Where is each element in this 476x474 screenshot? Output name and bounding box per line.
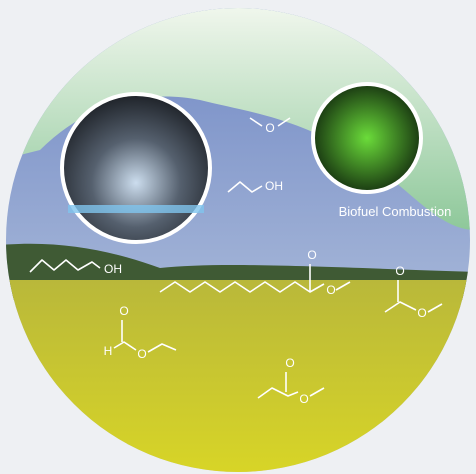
atom-label: O bbox=[395, 264, 404, 278]
flame-glow bbox=[68, 205, 204, 213]
bond bbox=[159, 281, 325, 293]
bond bbox=[427, 303, 443, 313]
atom-label: O bbox=[137, 347, 146, 361]
atom-label: O bbox=[307, 248, 316, 262]
atom-label: O bbox=[326, 283, 335, 297]
atom-label: O bbox=[265, 121, 274, 135]
bond bbox=[249, 117, 263, 127]
atom-label: O bbox=[119, 304, 128, 318]
bond bbox=[29, 259, 101, 273]
bond bbox=[335, 281, 351, 291]
atom-label: OH bbox=[104, 262, 122, 276]
atom-label: O bbox=[417, 306, 426, 320]
atom-label: OH bbox=[265, 179, 283, 193]
bond bbox=[384, 301, 417, 313]
atom-label: O bbox=[299, 392, 308, 406]
bond bbox=[309, 387, 325, 397]
bond bbox=[257, 387, 299, 399]
bond bbox=[147, 343, 177, 353]
green-swoosh bbox=[6, 8, 470, 230]
bond bbox=[227, 181, 263, 193]
bond bbox=[113, 341, 137, 351]
atom-label: O bbox=[285, 356, 294, 370]
spray-image bbox=[311, 82, 423, 194]
bond bbox=[277, 117, 291, 127]
atom-label: H bbox=[104, 344, 113, 358]
flame-image bbox=[60, 92, 212, 244]
caption: Biofuel Combustion bbox=[339, 204, 452, 219]
